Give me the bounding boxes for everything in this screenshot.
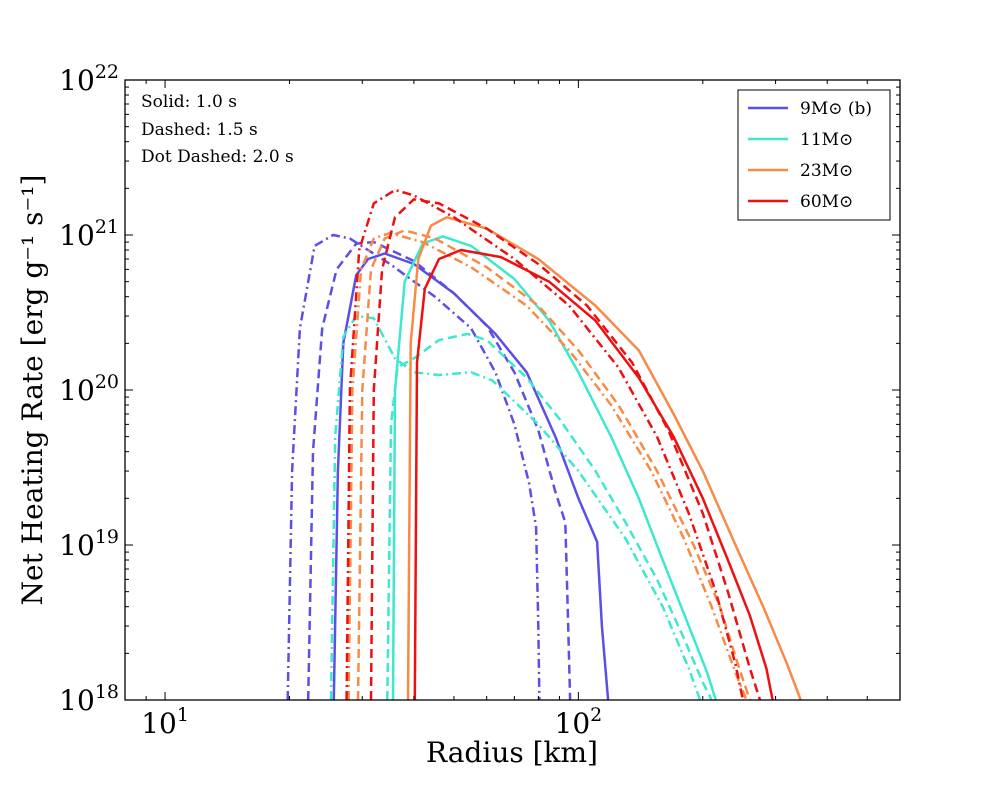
y-tick-label: 1020 xyxy=(59,371,119,407)
annotation-solid: Solid: 1.0 s xyxy=(141,92,237,112)
legend-label-23msun: 23M⊙ xyxy=(800,161,853,181)
legend-box xyxy=(737,89,891,221)
legend: 9M⊙ (b) 11M⊙ 23M⊙ 60M⊙ xyxy=(737,89,891,221)
series-line-8 xyxy=(347,231,748,700)
x-axis-label: Radius [km] xyxy=(426,736,598,769)
series-line-2 xyxy=(286,233,541,700)
series-line-9 xyxy=(413,248,774,700)
y-tick-label: 1021 xyxy=(59,216,119,252)
series-line-11 xyxy=(345,188,745,700)
annotation-dot-dashed: Dot Dashed: 2.0 s xyxy=(141,147,294,167)
legend-label-11msun: 11M⊙ xyxy=(800,130,853,150)
y-axis-label: Net Heating Rate [erg g⁻¹ s⁻¹] xyxy=(16,175,49,606)
series-line-7 xyxy=(356,229,752,700)
series-line-10 xyxy=(369,198,762,700)
annotation-dashed: Dashed: 1.5 s xyxy=(141,120,258,140)
series-line-6 xyxy=(406,216,802,700)
series-line-3 xyxy=(391,235,717,700)
series-layer xyxy=(286,188,802,700)
series-line-5 xyxy=(329,314,702,700)
y-tick-label: 1022 xyxy=(59,61,119,97)
x-tick-label: 101 xyxy=(141,704,189,740)
x-tick-label: 102 xyxy=(555,704,603,740)
y-tick-label: 1019 xyxy=(59,526,119,562)
series-line-1 xyxy=(306,240,572,700)
legend-label-9msun: 9M⊙ (b) xyxy=(800,99,872,119)
tick-layer: 1018 1019 1020 1021 1022 101 102 xyxy=(59,61,900,740)
y-tick-label: 1018 xyxy=(59,681,119,717)
legend-label-60msun: 60M⊙ xyxy=(800,192,853,212)
